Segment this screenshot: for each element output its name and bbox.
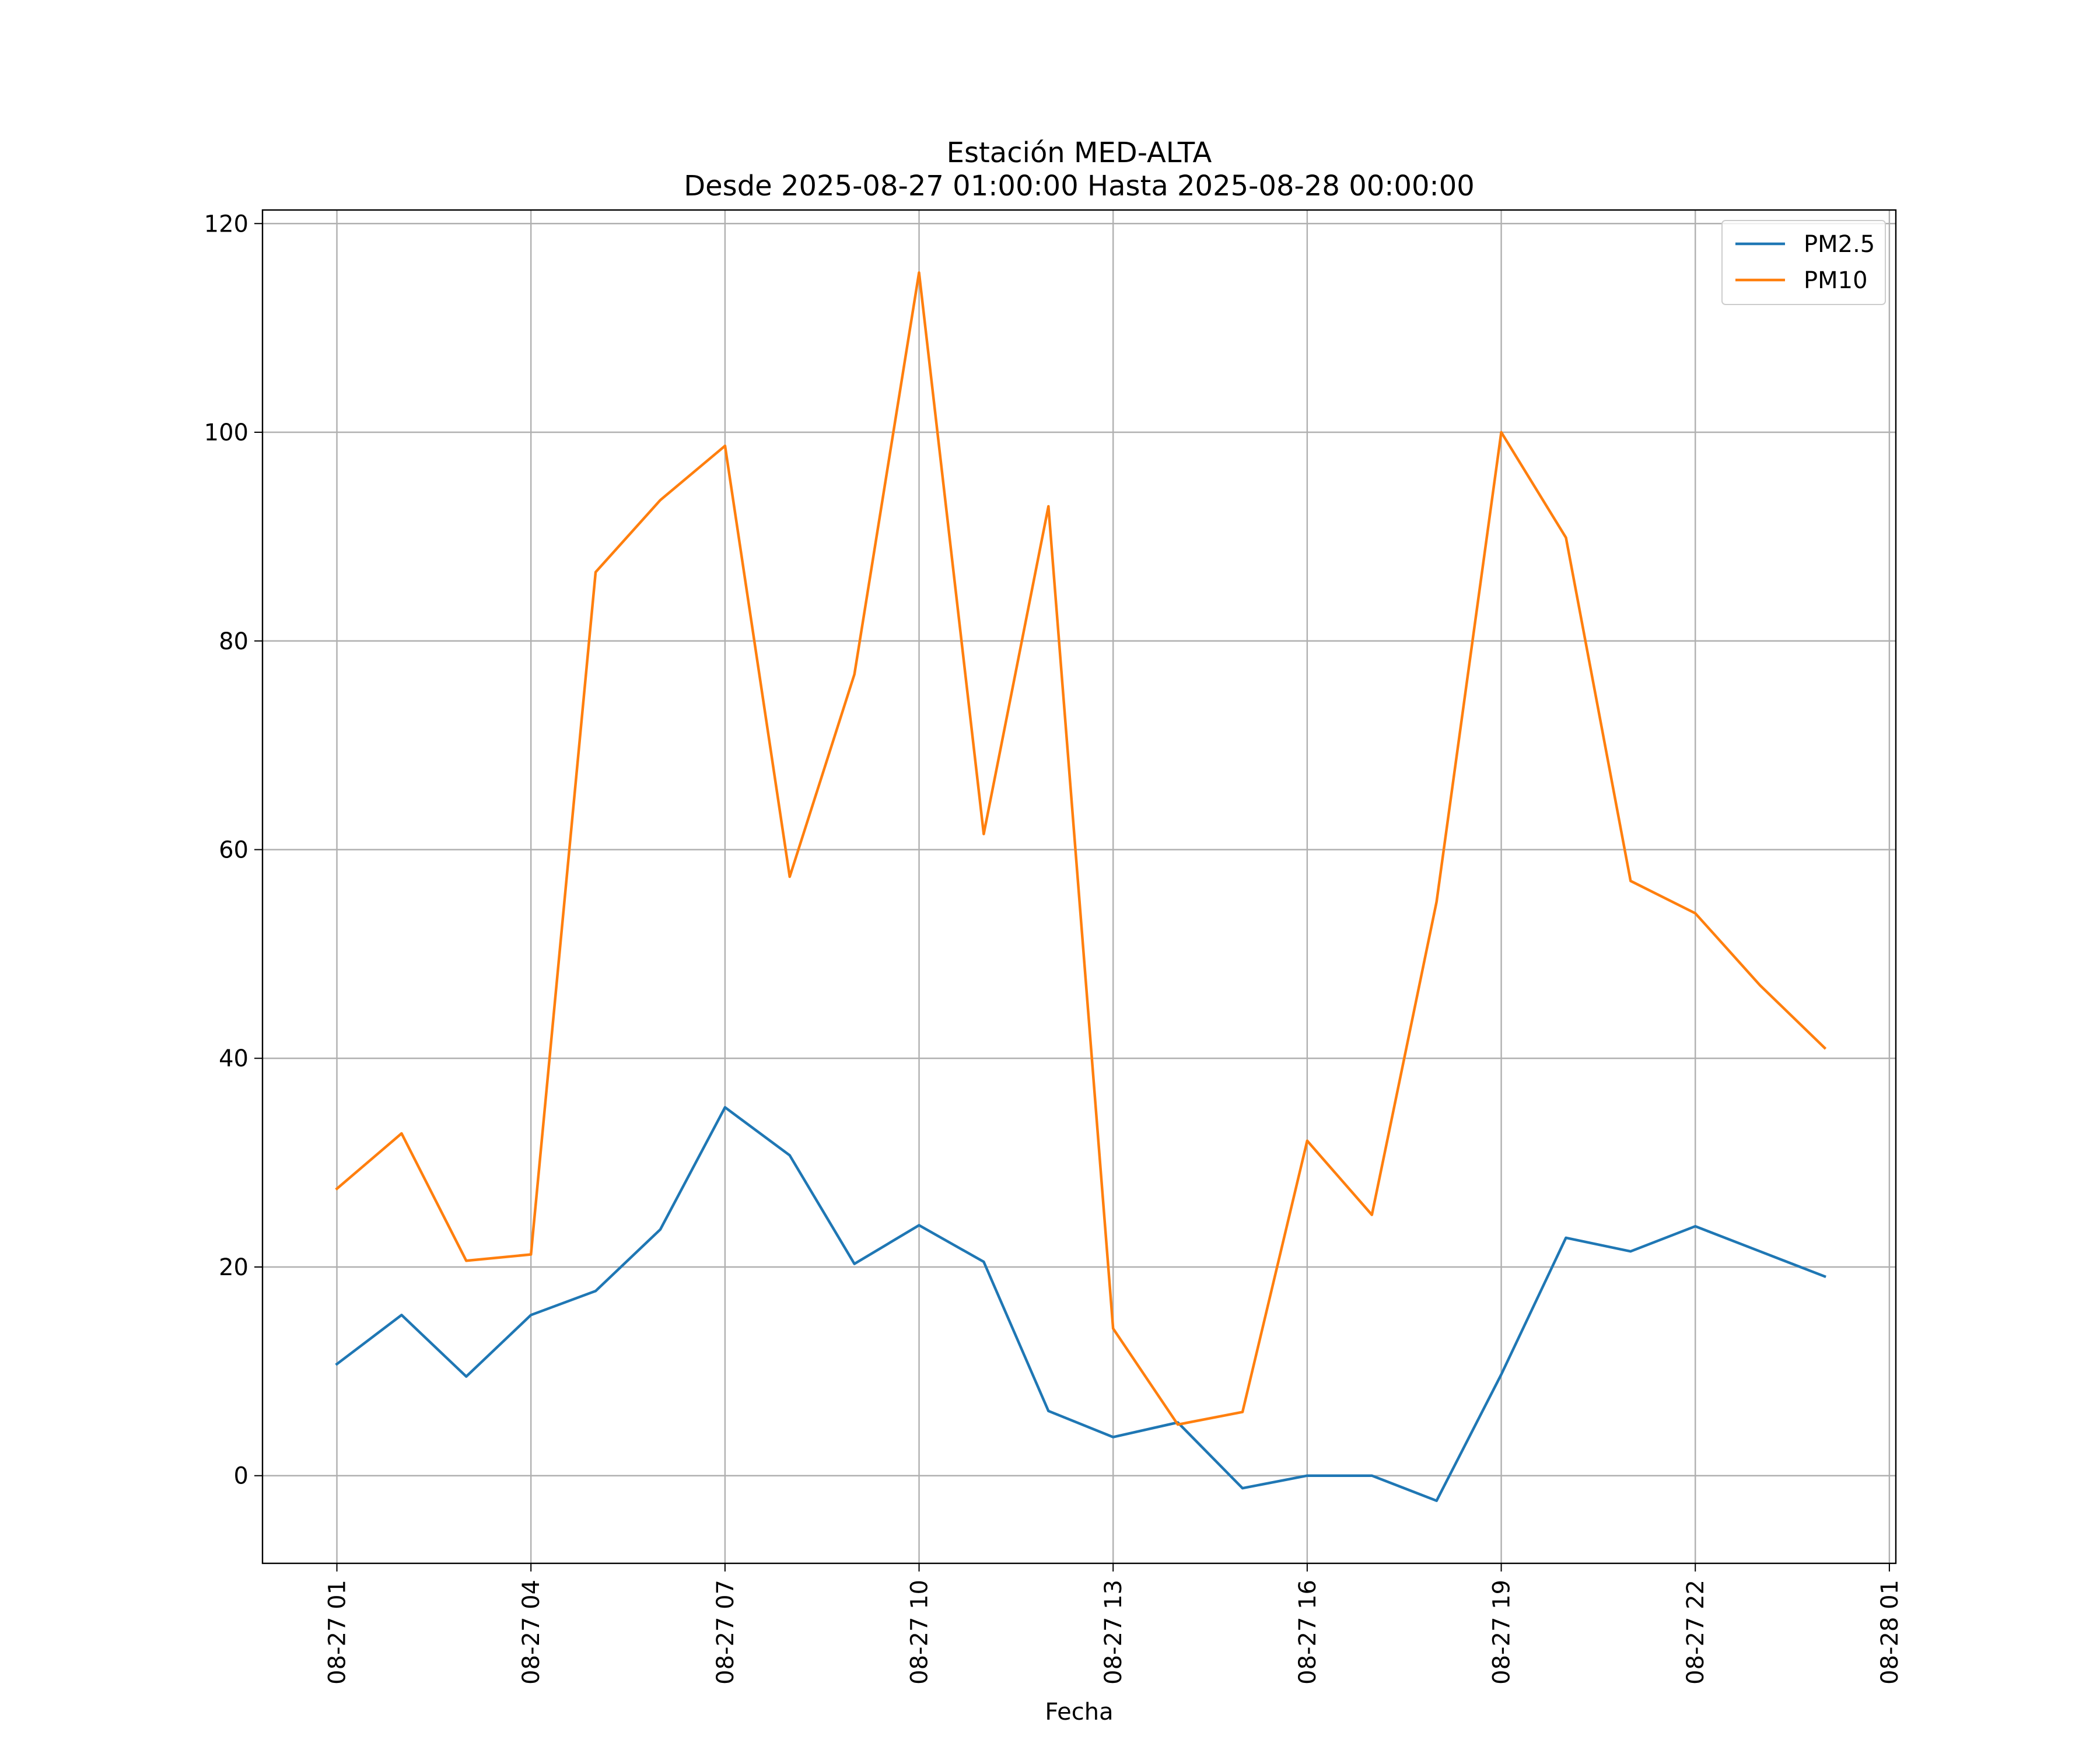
y-tick-label: 40 (219, 1045, 249, 1072)
x-axis-label: Fecha (1045, 1699, 1113, 1726)
series-line-pm10 (335, 271, 1827, 1426)
legend: PM2.5 PM10 (1721, 220, 1886, 305)
y-tick-label: 120 (204, 211, 249, 237)
y-tick-label: 60 (219, 836, 249, 863)
axis-ticks: 0 20 40 60 80 100 120 08-27 01 08-27 04 08-27 07 0… (204, 211, 1903, 1685)
y-tick-label: 20 (219, 1254, 249, 1281)
chart-subtitle: Desde 2025-08-27 01:00:00 Hasta 2025-08-… (684, 170, 1475, 202)
x-tick-label: 08-28 01 (1877, 1580, 1903, 1685)
grid (262, 210, 1896, 1563)
series-line-pm25 (335, 1106, 1826, 1502)
plot-frame (261, 209, 1897, 1564)
series-layer (335, 271, 1827, 1502)
x-tick-label: 08-27 01 (324, 1580, 351, 1685)
y-tick-label: 100 (204, 419, 249, 446)
x-tick-label: 08-27 13 (1100, 1580, 1127, 1685)
y-tick-label: 80 (219, 628, 249, 655)
chart-title: Estación MED-ALTA (947, 136, 1212, 169)
x-tick-label: 08-27 04 (518, 1580, 545, 1685)
x-tick-label: 08-27 22 (1682, 1580, 1709, 1685)
legend-box (1721, 220, 1886, 305)
legend-label-pm25: PM2.5 (1804, 231, 1875, 258)
x-tick-label: 08-27 10 (907, 1580, 933, 1685)
x-tick-label: 08-27 16 (1294, 1580, 1321, 1685)
legend-label-pm10: PM10 (1804, 267, 1868, 294)
x-tick-label: 08-27 07 (712, 1580, 739, 1685)
y-tick-label: 0 (234, 1463, 249, 1490)
x-tick-label: 08-27 19 (1489, 1580, 1516, 1685)
